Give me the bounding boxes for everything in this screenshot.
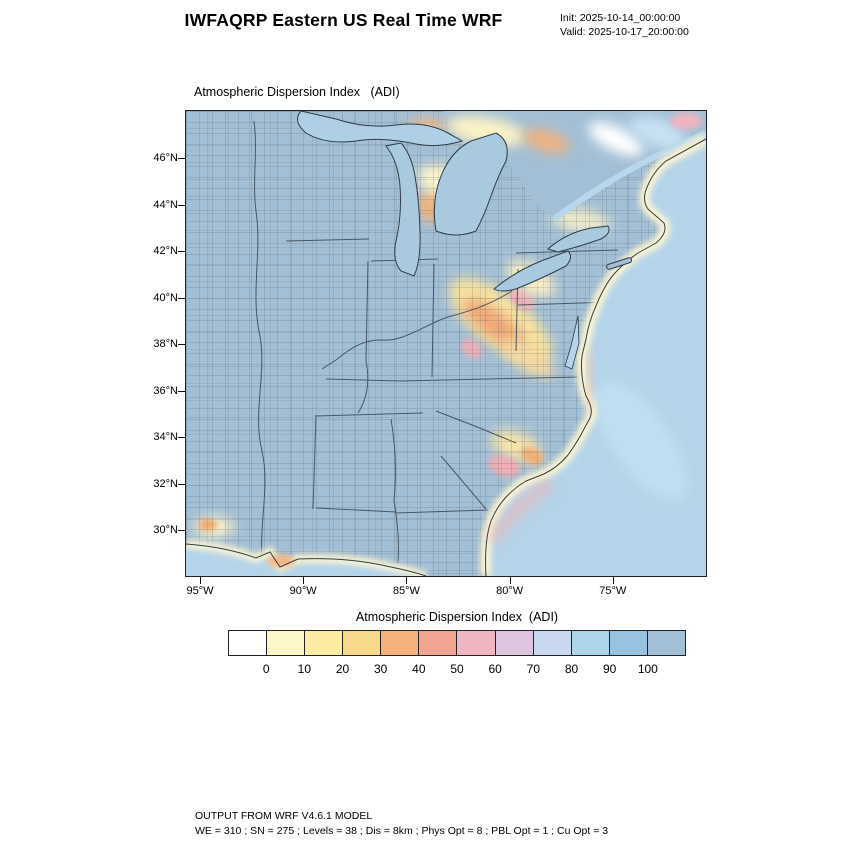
colorbar-title: Atmospheric Dispersion Index (ADI): [355, 610, 559, 624]
colorbar-tick-label: 0: [262, 662, 270, 676]
lon-axis-tick: [612, 577, 614, 584]
colorbar-box: [381, 631, 420, 655]
colorbar-tick-label: 100: [637, 662, 658, 676]
coastline: [185, 138, 707, 577]
lat-tick-label: 46°N: [153, 152, 178, 164]
lat-tick-label: 40°N: [153, 291, 178, 304]
colorbar-box: [533, 631, 572, 655]
colorbar-box: [419, 631, 458, 655]
lake-ontario: [546, 225, 610, 253]
lat-tick-label: 38°N: [153, 338, 178, 350]
lon-tick-label: 90°W: [289, 585, 317, 597]
colorbar-box: [495, 631, 534, 655]
long-island: [606, 257, 633, 270]
page-title: IWFAQRP Eastern US Real Time WRF: [184, 10, 503, 30]
lake-erie: [493, 250, 572, 292]
lat-tick-label: 32°N: [153, 477, 178, 490]
colorbar-tick-label: 50: [450, 662, 464, 676]
valid-time-label: Valid: 2025-10-17_20:00:00: [560, 25, 689, 38]
lon-axis-tick: [406, 577, 408, 584]
lon-axis-tick: [509, 577, 511, 584]
lon-tick-label: 80°W: [496, 585, 524, 597]
colorbar-box: [647, 631, 685, 655]
lon-tick-label: 95°W: [186, 585, 214, 597]
lat-axis-tick: [178, 204, 185, 206]
lat-tick-label: 30°N: [153, 524, 178, 536]
lake-michigan: [385, 142, 421, 277]
lake-huron: [433, 132, 508, 236]
footer-model-line: OUTPUT FROM WRF V4.6.1 MODEL: [195, 810, 373, 822]
great-lakes: [296, 110, 610, 370]
colorbar-tick-label: 20: [335, 662, 350, 676]
colorbar-box: [267, 631, 306, 655]
canada-region: [408, 111, 708, 222]
lat-axis-tick: [178, 530, 185, 531]
lake-superior: [296, 110, 464, 147]
colorbar-box: [305, 631, 344, 655]
colorbar-tick-label: 30: [373, 662, 388, 676]
lat-axis-tick: [178, 483, 185, 485]
lon-axis-tick: [303, 577, 305, 584]
map-canvas: [185, 110, 709, 581]
lat-tick-label: 44°N: [153, 198, 178, 211]
lat-axis-tick: [178, 297, 185, 299]
lat-axis-tick: [178, 437, 185, 438]
colorbar-box: [229, 631, 268, 655]
chesapeake-bay: [564, 315, 580, 370]
run-metadata: Init: 2025-10-14_00:00:00 Valid: 2025-10…: [560, 12, 689, 39]
lon-tick-label: 85°W: [392, 585, 420, 597]
colorbar-tick-label: 10: [297, 662, 312, 676]
plot-subtitle: Atmospheric Dispersion Index (ADI): [194, 85, 400, 99]
colorbar-tick-label: 60: [488, 662, 502, 676]
colorbar: [228, 630, 686, 656]
lat-tick-label: 36°N: [153, 384, 178, 397]
map-frame: [185, 110, 709, 581]
lon-tick-label: 75°W: [599, 585, 627, 597]
colorbar-box: [457, 631, 496, 655]
colorbar-tick-label: 90: [602, 662, 617, 676]
colorbar-tick-label: 40: [412, 662, 426, 676]
colorbar-tick-labels: 0 10 20 30 40 50 60 70 80 90 100: [228, 662, 686, 676]
lon-axis-tick: [200, 577, 201, 584]
init-time-label: Init: 2025-10-14_00:00:00: [560, 12, 681, 24]
colorbar-tick-label: 80: [564, 662, 579, 676]
lat-axis-tick: [178, 158, 185, 159]
footer-config-line: WE = 310 ; SN = 275 ; Levels = 38 ; Dis …: [195, 824, 609, 837]
colorbar-box: [343, 631, 382, 655]
lat-tick-label: 42°N: [153, 245, 178, 257]
lat-axis-tick: [178, 390, 185, 392]
colorbar-box: [571, 631, 610, 655]
model-footer: OUTPUT FROM WRF V4.6.1 MODEL WE = 310 ; …: [195, 809, 608, 838]
lat-axis-tick: [178, 344, 185, 345]
lat-axis-tick: [178, 251, 185, 252]
st-lawrence-river: [552, 130, 708, 222]
lat-tick-label: 34°N: [153, 431, 178, 443]
colorbar-box: [609, 631, 648, 655]
colorbar-tick-label: 70: [526, 662, 541, 676]
